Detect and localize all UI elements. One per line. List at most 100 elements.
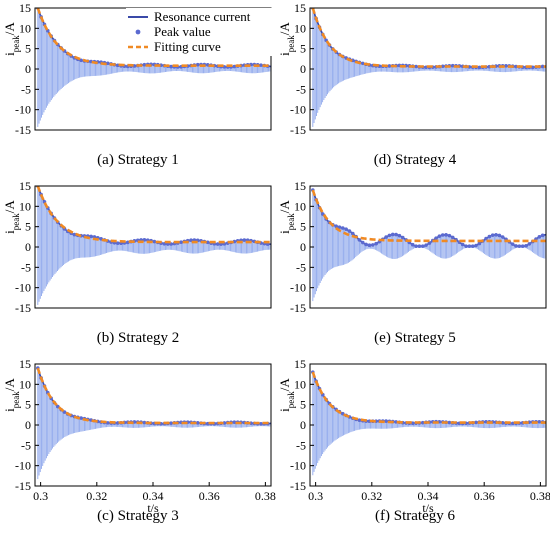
peak-dot [169, 421, 173, 425]
y-tick-label: -10 [290, 103, 306, 117]
panel-caption: (a) Strategy 1 [97, 152, 179, 168]
oscillation-d [312, 8, 546, 127]
peak-dot [500, 235, 505, 239]
y-axis-label-tail: /A [277, 200, 292, 214]
peak-dot [474, 243, 478, 248]
peak-dot [387, 64, 392, 68]
x-tick-label: 0.36 [199, 489, 220, 503]
legend-swatch-dot [135, 29, 141, 35]
y-tick-label: 0 [300, 240, 306, 254]
peak-dot [397, 233, 402, 238]
peak-dot [367, 243, 372, 248]
peak-dot [357, 238, 362, 242]
y-axis-label-main: i [2, 52, 17, 56]
x-tick-label: 0.34 [418, 489, 439, 503]
panel-a: 15 10 5 0 -5 -10 -15 ipeak/A (a) Strategy 1 [2, 1, 272, 168]
x-axis-label: t/s [422, 501, 434, 515]
y-axis-label-main: i [277, 230, 292, 234]
y-tick-label: 15 [294, 179, 306, 193]
y-tick-label: 10 [19, 199, 31, 213]
y-tick-label: -5 [21, 260, 31, 274]
y-tick-label: -15 [15, 479, 31, 493]
panel-caption: (b) Strategy 2 [97, 330, 179, 346]
y-tick-label: -15 [290, 123, 306, 137]
oscillation-c [37, 368, 271, 480]
panel-caption: (d) Strategy 4 [374, 152, 457, 168]
peak-dot [470, 244, 475, 248]
peak-dot [360, 61, 365, 66]
peak-dot [527, 242, 532, 246]
x-tick-label: 0.36 [474, 489, 495, 503]
peak-dot [169, 64, 173, 69]
peak-dot [477, 65, 482, 70]
peak-dot [427, 241, 432, 245]
y-axis-label-sub: peak [11, 391, 21, 408]
peak-dot [444, 233, 448, 237]
peak-dot [540, 233, 545, 238]
y-axis-label: ipeak/A [2, 200, 21, 234]
peak-dot [530, 65, 535, 70]
peak-dot [477, 241, 482, 246]
peak-dot [142, 420, 147, 425]
y-axis-label-sub: peak [286, 213, 296, 230]
y-tick-label: 0 [300, 62, 306, 76]
legend-label: Peak value [154, 24, 211, 39]
y-tick-label: -10 [15, 103, 31, 117]
y-tick-label: 5 [25, 220, 31, 234]
y-tick-label: -15 [15, 301, 31, 315]
legend-box [126, 8, 274, 56]
resonance-current-line-e [312, 189, 546, 247]
peak-dot [420, 420, 425, 425]
peak-dot [474, 420, 478, 425]
peak-dot [467, 244, 472, 248]
peak-dot [514, 244, 518, 248]
peak-dot [394, 232, 398, 237]
peak-dot [390, 232, 395, 237]
peak-values-d [311, 8, 545, 70]
oscillation-e [312, 190, 546, 302]
y-tick-label: 5 [25, 42, 31, 56]
peak-dot [195, 62, 200, 67]
peak-dot [417, 244, 422, 248]
peak-values-c [36, 366, 270, 426]
peak-dot [387, 233, 392, 238]
x-tick-label: 0.32 [361, 489, 382, 503]
resonance-current-line-b [37, 186, 271, 246]
peak-dot [447, 233, 452, 238]
peak-dot [340, 226, 345, 230]
peak-dot [537, 419, 542, 424]
y-axis-label-tail: /A [2, 378, 17, 392]
peak-dot [424, 243, 428, 247]
x-tick-label: 0.34 [143, 489, 164, 503]
peak-dot [460, 242, 465, 247]
y-tick-label: 0 [25, 240, 31, 254]
peak-dot [232, 420, 237, 424]
peak-dot [384, 235, 388, 239]
peak-dot [500, 421, 505, 425]
y-tick-label: 10 [294, 199, 306, 213]
peak-dot [524, 243, 528, 248]
peak-dot [142, 62, 147, 67]
y-tick-label: -10 [15, 281, 31, 295]
y-axis-label-main: i [277, 408, 292, 412]
fitting-curve-d [311, 8, 546, 68]
fitting-curve-b [36, 186, 271, 244]
peak-dot [259, 63, 263, 67]
panel-c: 15 10 5 0 -5 -10 -150.3 0.32 0.34 0.36 0.38 t/s ipea… [2, 357, 276, 524]
y-axis-label-main: i [277, 52, 292, 56]
peak-dot [440, 64, 445, 69]
peak-dot [484, 236, 488, 241]
y-tick-label: 5 [25, 398, 31, 412]
y-tick-label: 5 [300, 398, 306, 412]
peak-dot [232, 64, 237, 69]
peak-dot [72, 232, 77, 237]
y-tick-label: 0 [300, 418, 306, 432]
y-tick-label: -5 [296, 260, 306, 274]
x-tick-label: 0.32 [86, 489, 107, 503]
y-tick-label: -10 [15, 459, 31, 473]
y-tick-label: 10 [19, 377, 31, 391]
y-axis-label-main: i [2, 408, 17, 412]
peak-dot [414, 64, 418, 69]
y-tick-label: -10 [290, 459, 306, 473]
y-tick-label: 10 [19, 21, 31, 35]
